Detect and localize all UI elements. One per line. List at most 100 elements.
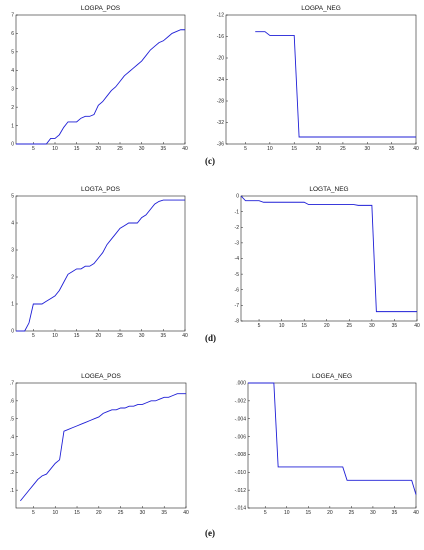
y-tick-label: 4 <box>11 221 14 227</box>
y-tick-label: 1 <box>11 123 14 129</box>
y-tick-label: -36 <box>217 142 224 148</box>
x-tick-label: 10 <box>284 510 290 516</box>
x-tick-label: 40 <box>182 333 188 339</box>
chart-title: LOGPA_POS <box>81 5 121 12</box>
x-tick-label: 20 <box>316 146 322 152</box>
y-tick-label: 0 <box>236 194 239 200</box>
x-tick-label: 25 <box>117 146 123 152</box>
x-tick-label: 35 <box>392 323 398 329</box>
y-tick-label: -8 <box>235 319 240 325</box>
y-tick-label: -6 <box>235 287 240 293</box>
x-tick-label: 25 <box>118 510 124 516</box>
y-tick-label: -.002 <box>235 399 247 405</box>
x-tick-label: 15 <box>291 146 297 152</box>
x-tick-label: 10 <box>279 323 285 329</box>
x-tick-label: 40 <box>414 323 420 329</box>
y-tick-label: -1 <box>235 209 240 215</box>
y-tick-label: -7 <box>235 303 240 309</box>
y-tick-label: -.006 <box>235 434 247 440</box>
x-tick-label: 15 <box>74 510 80 516</box>
y-tick-label: 1 <box>11 302 14 308</box>
y-tick-label: -32 <box>217 120 224 126</box>
y-tick-label: .4 <box>10 434 14 440</box>
x-tick-label: 10 <box>52 333 58 339</box>
y-tick-label: -3 <box>235 241 240 247</box>
y-tick-label: -5 <box>235 272 240 278</box>
y-tick-label: .7 <box>10 381 14 387</box>
y-tick-label: .6 <box>10 399 14 405</box>
subfigure-label-d: (d) <box>205 333 216 343</box>
plot-frame <box>15 14 186 145</box>
chart-logea-neg: LOGEA_NEG 5 10 15 20 25 30 35 40 .000 -.002 -.004 -.… <box>235 373 419 516</box>
x-tick-label: 15 <box>301 323 307 329</box>
x-tick-label: 35 <box>389 146 395 152</box>
y-tick-label: -.012 <box>235 488 247 494</box>
y-tick-label: 2 <box>11 275 14 281</box>
x-tick-label: 35 <box>392 510 398 516</box>
series-line <box>240 195 417 313</box>
y-tick-label: -.004 <box>235 416 247 422</box>
y-tick-label: -24 <box>217 77 224 83</box>
y-tick-label: .1 <box>10 488 14 494</box>
y-tick-label: .3 <box>10 452 14 458</box>
y-tick-label: -16 <box>217 34 224 40</box>
x-tick-label: 35 <box>161 510 167 516</box>
chart-title: LOGEA_NEG <box>312 373 352 380</box>
y-tick-label: 6 <box>11 31 14 37</box>
series-line <box>16 29 185 145</box>
subfigure-label-c: (c) <box>205 156 215 166</box>
x-tick-label: 25 <box>349 510 355 516</box>
x-tick-label: 5 <box>32 333 35 339</box>
y-tick-label: 4 <box>11 68 14 74</box>
x-tick-label: 35 <box>161 146 167 152</box>
subfigure-label-e: (e) <box>205 528 215 538</box>
chart-logta-neg: LOGTA_NEG 5 10 15 20 25 30 35 40 0 -1 -2 -3 -4 -5 -6 -7 -… <box>235 186 420 329</box>
x-tick-label: 30 <box>139 333 145 339</box>
y-tick-label: 3 <box>11 86 14 92</box>
x-tick-label: 15 <box>74 333 80 339</box>
plot-frame <box>225 14 417 145</box>
x-tick-label: 5 <box>244 146 247 152</box>
y-tick-label: 5 <box>11 194 14 200</box>
y-tick-label: -.008 <box>235 452 247 458</box>
x-tick-label: 5 <box>264 510 267 516</box>
x-tick-label: 5 <box>32 146 35 152</box>
y-tick-label: -12 <box>217 13 224 19</box>
y-tick-label: 5 <box>11 50 14 56</box>
x-tick-label: 30 <box>365 146 371 152</box>
y-tick-label: -20 <box>217 56 224 62</box>
series-line <box>16 199 185 332</box>
x-tick-label: 15 <box>74 146 80 152</box>
x-tick-label: 25 <box>340 146 346 152</box>
y-tick-label: .2 <box>10 470 14 476</box>
x-tick-label: 40 <box>413 510 419 516</box>
chart-logea-pos: LOGEA_POS 5 10 15 20 25 30 35 40 .1 .2 .3 .4 .5 .6 .7 <box>10 373 189 516</box>
x-tick-label: 40 <box>183 510 189 516</box>
chart-title: LOGTA_POS <box>81 186 121 193</box>
x-tick-label: 40 <box>182 146 188 152</box>
y-tick-label: 0 <box>11 329 14 335</box>
x-tick-label: 15 <box>306 510 312 516</box>
series-line <box>248 382 417 495</box>
x-tick-label: 30 <box>370 510 376 516</box>
x-tick-label: 10 <box>267 146 273 152</box>
plot-frame <box>240 195 418 322</box>
chart-logta-pos: LOGTA_POS 5 10 15 20 25 30 35 40 0 1 2 3 4 5 <box>11 186 188 339</box>
plot-frame <box>15 195 186 332</box>
x-tick-label: 20 <box>324 323 330 329</box>
y-tick-label: 2 <box>11 105 14 111</box>
x-tick-label: 20 <box>96 333 102 339</box>
y-tick-label: -28 <box>217 99 224 105</box>
y-tick-label: 7 <box>11 13 14 19</box>
chart-logpa-neg: LOGPA_NEG 5 10 15 20 25 30 35 40 -12 -16 -20 -24 -28 -… <box>217 5 419 152</box>
x-tick-label: 30 <box>369 323 375 329</box>
plot-frame <box>15 382 187 509</box>
series-line <box>255 31 416 138</box>
chart-title: LOGTA_NEG <box>309 186 348 193</box>
y-tick-label: -.010 <box>235 470 247 476</box>
x-tick-label: 30 <box>140 510 146 516</box>
x-tick-label: 10 <box>52 510 58 516</box>
y-tick-label: 0 <box>11 142 14 148</box>
y-tick-label: .5 <box>10 416 14 422</box>
chart-logpa-pos: LOGPA_POS 5 10 15 20 25 30 35 40 0 1 2 3 4 5 6 7 <box>11 5 188 152</box>
